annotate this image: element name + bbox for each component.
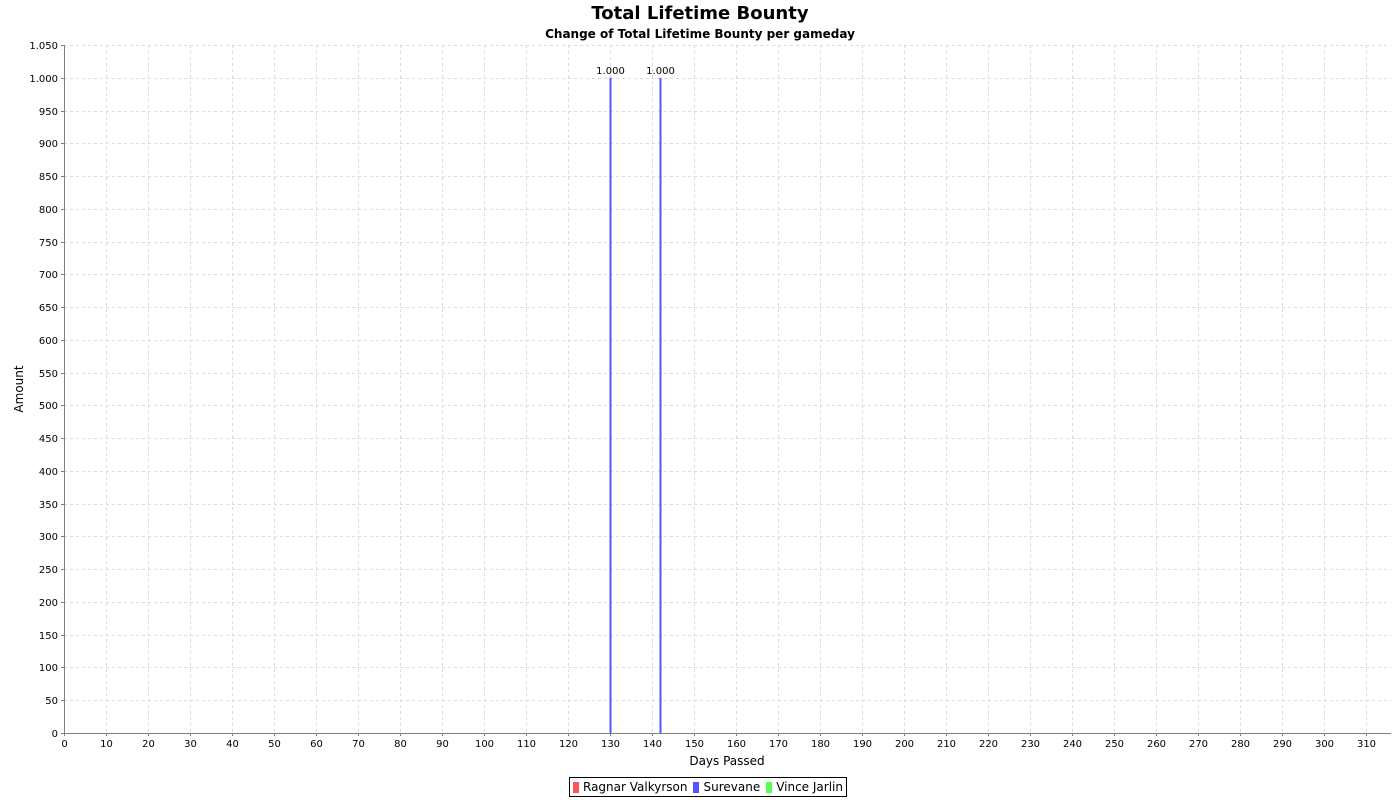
y-tick-label: 0	[52, 729, 58, 740]
y-tick-label: 150	[39, 631, 58, 642]
bar-value-label: 1.000	[646, 66, 675, 77]
y-tick-label: 450	[39, 434, 58, 445]
legend-item: Surevane	[693, 780, 760, 794]
y-tick-label: 1.050	[29, 41, 58, 52]
legend-label: Ragnar Valkyrson	[583, 780, 688, 794]
y-tick-label: 100	[39, 663, 58, 674]
bar	[609, 77, 612, 733]
x-tick-label: 280	[1231, 739, 1250, 750]
x-tick-label: 50	[268, 739, 281, 750]
legend: Ragnar Valkyrson Surevane Vince Jarlin	[569, 777, 847, 797]
y-axis-label: Amount	[12, 365, 26, 412]
y-tick-label: 600	[39, 336, 58, 347]
y-tick-label: 300	[39, 532, 58, 543]
legend-item: Vince Jarlin	[766, 780, 843, 794]
y-tick-label: 350	[39, 500, 58, 511]
x-tick-label: 250	[1105, 739, 1124, 750]
x-tick-label: 10	[100, 739, 113, 750]
x-tick-label: 310	[1357, 739, 1376, 750]
x-tick-label: 110	[517, 739, 536, 750]
y-tick-label: 700	[39, 270, 58, 281]
x-tick-label: 20	[142, 739, 155, 750]
y-tick-label: 500	[39, 401, 58, 412]
grid	[64, 45, 1391, 733]
tick-labels: 0501001502002503003504004505005506006507…	[29, 41, 1376, 750]
x-tick-label: 210	[937, 739, 956, 750]
legend-swatch	[573, 781, 579, 793]
chart-subtitle: Change of Total Lifetime Bounty per game…	[545, 27, 855, 41]
x-tick-label: 260	[1147, 739, 1166, 750]
x-tick-label: 240	[1063, 739, 1082, 750]
y-tick-label: 900	[39, 139, 58, 150]
x-tick-label: 270	[1189, 739, 1208, 750]
x-tick-label: 100	[475, 739, 494, 750]
x-tick-label: 160	[727, 739, 746, 750]
x-tick-label: 40	[226, 739, 239, 750]
y-tick-label: 200	[39, 598, 58, 609]
x-tick-label: 300	[1315, 739, 1334, 750]
x-tick-label: 60	[310, 739, 323, 750]
x-tick-label: 230	[1021, 739, 1040, 750]
y-tick-label: 50	[45, 696, 58, 707]
x-tick-label: 180	[811, 739, 830, 750]
y-tick-label: 950	[39, 107, 58, 118]
x-tick-label: 80	[394, 739, 407, 750]
y-tick-label: 400	[39, 467, 58, 478]
x-tick-label: 120	[559, 739, 578, 750]
axes	[61, 45, 1391, 736]
y-tick-label: 800	[39, 205, 58, 216]
bar	[659, 77, 662, 733]
x-tick-label: 130	[601, 739, 620, 750]
legend-label: Vince Jarlin	[776, 780, 843, 794]
y-tick-label: 1.000	[29, 74, 58, 85]
x-tick-label: 150	[685, 739, 704, 750]
y-tick-label: 650	[39, 303, 58, 314]
x-tick-label: 140	[643, 739, 662, 750]
y-tick-label: 750	[39, 238, 58, 249]
x-tick-label: 200	[895, 739, 914, 750]
x-tick-label: 290	[1273, 739, 1292, 750]
x-tick-label: 0	[61, 739, 67, 750]
y-tick-label: 850	[39, 172, 58, 183]
x-tick-label: 70	[352, 739, 365, 750]
y-tick-label: 250	[39, 565, 58, 576]
x-tick-label: 90	[436, 739, 449, 750]
x-tick-label: 30	[184, 739, 197, 750]
legend-label: Surevane	[703, 780, 761, 794]
x-tick-label: 220	[979, 739, 998, 750]
x-tick-label: 190	[853, 739, 872, 750]
data-labels: 1.000 1.000	[596, 66, 675, 77]
legend-swatch	[693, 781, 700, 793]
y-tick-label: 550	[39, 369, 58, 380]
bar-value-label: 1.000	[596, 66, 625, 77]
legend-swatch	[766, 781, 773, 793]
x-axis-label: Days Passed	[689, 754, 764, 768]
bars	[609, 77, 662, 733]
legend-item: Ragnar Valkyrson	[573, 780, 687, 794]
chart-title: Total Lifetime Bounty	[591, 3, 808, 24]
x-tick-label: 170	[769, 739, 788, 750]
